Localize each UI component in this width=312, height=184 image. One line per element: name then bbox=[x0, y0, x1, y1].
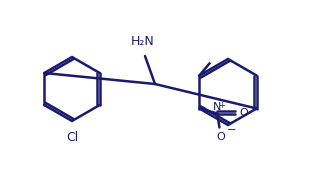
Text: O: O bbox=[216, 132, 225, 141]
Text: H₂N: H₂N bbox=[131, 35, 155, 48]
Text: +: + bbox=[218, 100, 225, 109]
Text: O: O bbox=[239, 107, 248, 118]
Text: Cl: Cl bbox=[66, 131, 78, 144]
Text: N: N bbox=[213, 102, 222, 112]
Text: −: − bbox=[227, 125, 236, 135]
